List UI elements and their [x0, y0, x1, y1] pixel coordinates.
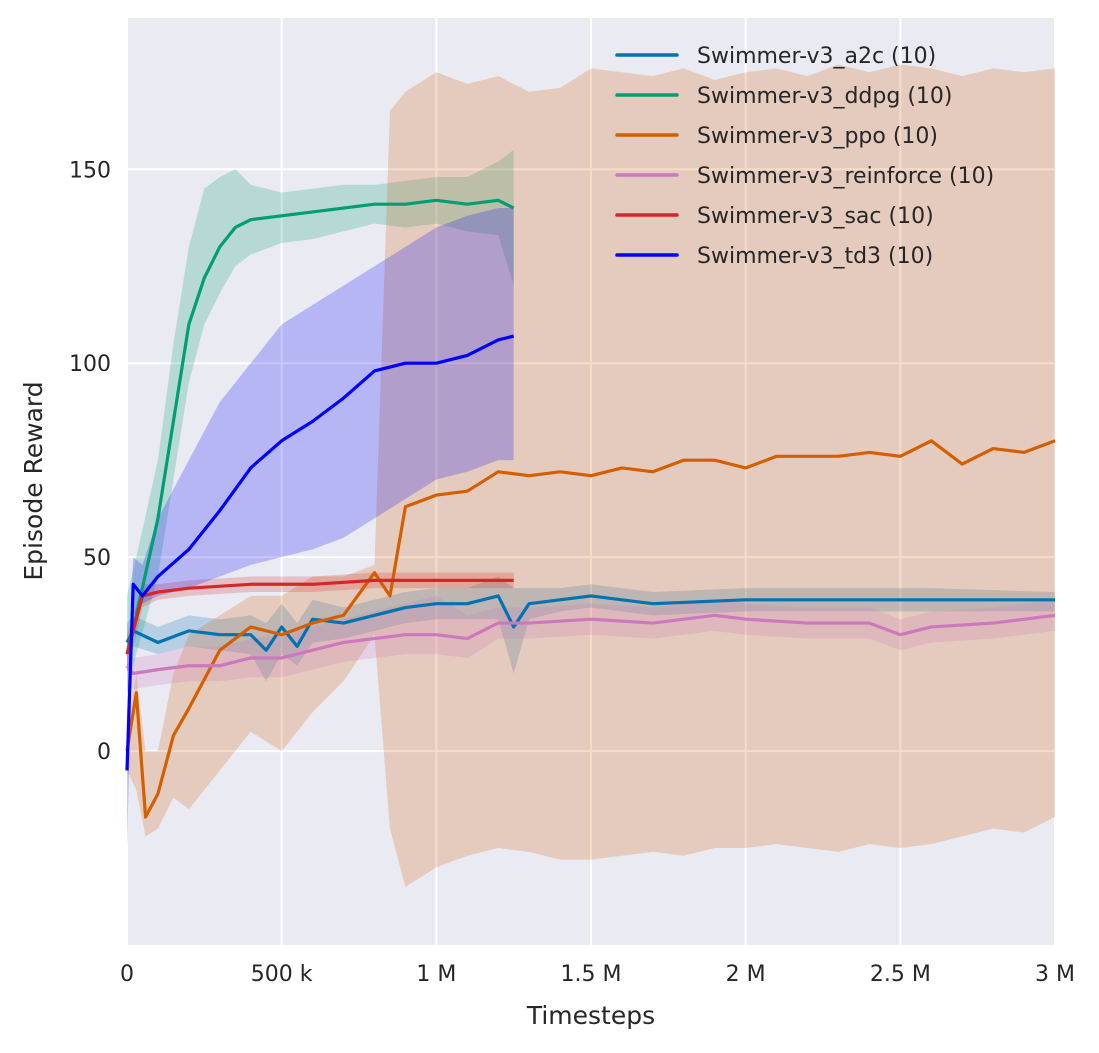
confidence-band [127, 572, 514, 674]
legend-label: Swimmer-v3_td3 (10) [697, 244, 933, 269]
x-tick-label: 3 M [1035, 962, 1075, 987]
legend: Swimmer-v3_a2c (10) Swimmer-v3_ddpg (10) S… [615, 44, 994, 269]
x-axis-label: Timesteps [526, 1001, 655, 1030]
series-lines [125, 198, 1056, 819]
x-tick-label: 2 M [726, 962, 766, 987]
series-line [125, 198, 515, 655]
y-axis-label: Episode Reward [19, 381, 48, 580]
legend-label: Swimmer-v3_sac (10) [697, 204, 934, 229]
confidence-band [127, 149, 514, 693]
confidence-band [127, 576, 1055, 682]
x-tick-label: 1.5 M [561, 962, 622, 987]
y-tick-label: 50 [83, 546, 111, 571]
y-tick-label: 100 [69, 352, 111, 377]
x-tick-label: 500 k [251, 962, 313, 987]
series-line [125, 439, 1056, 819]
confidence-band [127, 208, 514, 849]
series-line [125, 594, 1055, 652]
legend-label: Swimmer-v3_reinforce (10) [697, 164, 994, 189]
x-tick-label: 2.5 M [870, 962, 931, 987]
y-tick-label: 0 [97, 740, 111, 765]
legend-label: Swimmer-v3_ddpg (10) [697, 84, 952, 109]
x-tick-label: 1 M [416, 962, 456, 987]
series-line [125, 578, 514, 655]
x-tick-label: 0 [120, 962, 134, 987]
series-line [125, 334, 515, 771]
legend-label: Swimmer-v3_ppo (10) [697, 124, 938, 149]
grid [126, 18, 1056, 945]
y-tick-labels: 0 50 100 150 [69, 158, 111, 765]
x-tick-labels: 0 500 k 1 M 1.5 M 2 M 2.5 M 3 M [120, 962, 1075, 987]
y-tick-label: 150 [69, 158, 111, 183]
legend-label: Swimmer-v3_a2c (10) [697, 44, 936, 69]
series-line [125, 613, 1056, 676]
